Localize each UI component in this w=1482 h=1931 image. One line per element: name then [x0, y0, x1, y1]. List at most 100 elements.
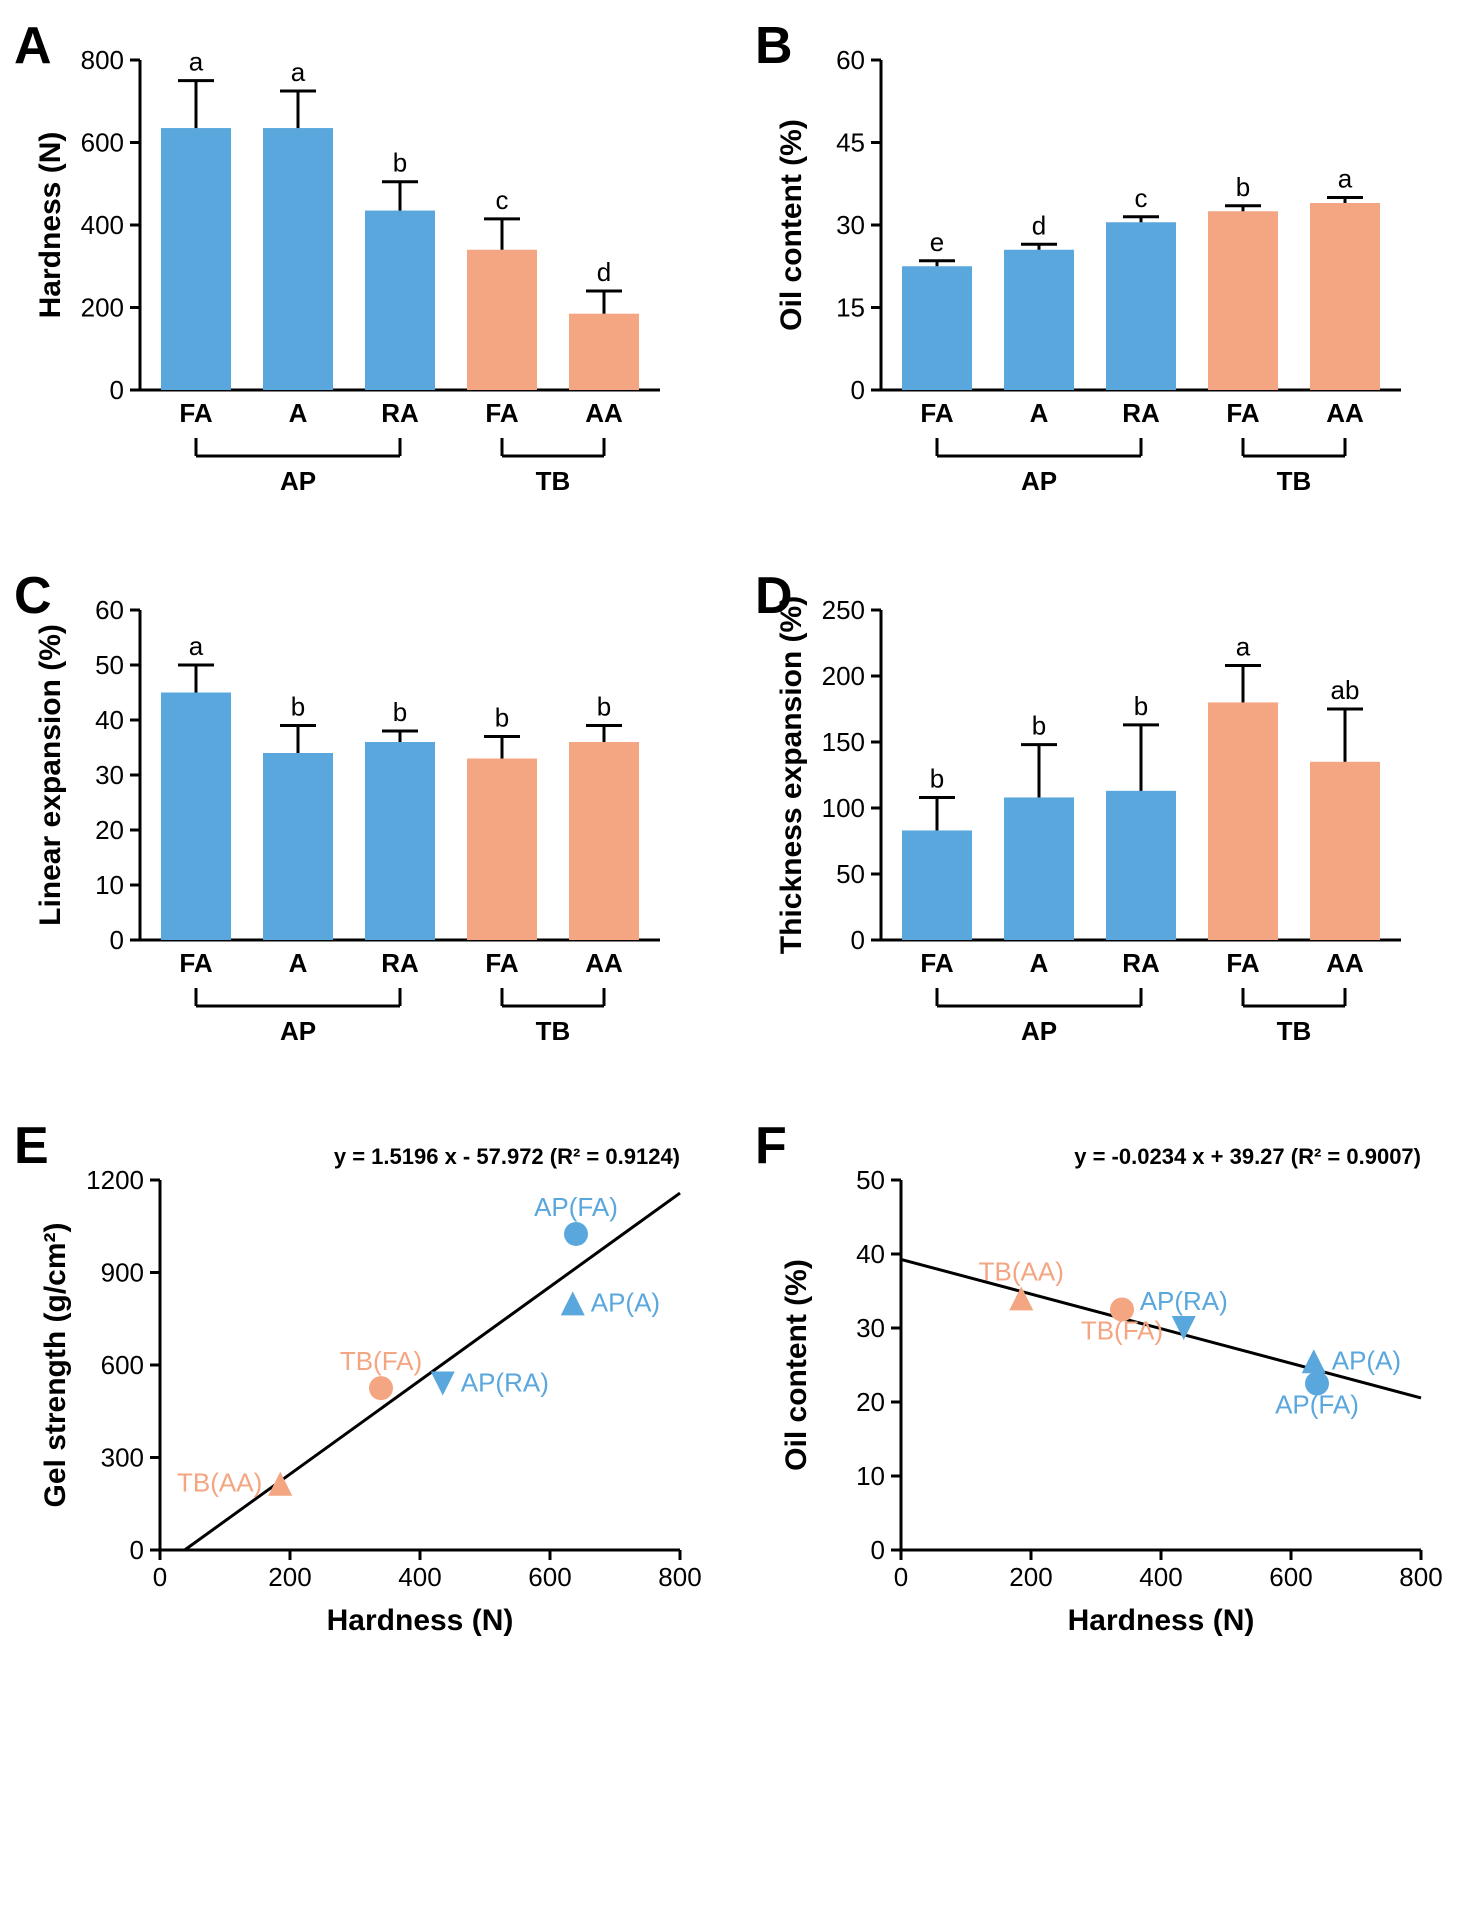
svg-text:600: 600 [101, 1350, 144, 1380]
bar [1004, 797, 1074, 940]
panel-letter: D [755, 566, 793, 626]
svg-text:AP: AP [280, 1016, 316, 1046]
svg-text:Oil content (%): Oil content (%) [775, 119, 808, 331]
bar-chart: 050100150200250Thickness expansion (%)bF… [761, 580, 1461, 1100]
svg-text:FA: FA [920, 948, 953, 978]
svg-text:0: 0 [110, 925, 124, 955]
svg-text:b: b [495, 703, 509, 733]
panel-A: A0200400600800Hardness (N)aFAaAbRAcFAdAA… [20, 30, 721, 550]
scatter-chart: 030060090012000200400600800Gel strength … [20, 1130, 720, 1690]
svg-text:600: 600 [81, 128, 124, 158]
bar [161, 693, 231, 941]
svg-text:AA: AA [1326, 398, 1364, 428]
svg-text:b: b [1032, 711, 1046, 741]
bar [569, 314, 639, 390]
svg-text:c: c [496, 185, 509, 215]
svg-text:b: b [1134, 691, 1148, 721]
svg-text:d: d [597, 257, 611, 287]
svg-text:A: A [289, 948, 308, 978]
svg-text:RA: RA [1122, 398, 1160, 428]
bar [1310, 762, 1380, 940]
point-label: AP(FA) [1275, 1390, 1359, 1420]
bar [467, 759, 537, 941]
svg-text:10: 10 [95, 870, 124, 900]
point-label: TB(FA) [340, 1346, 422, 1376]
svg-text:A: A [1030, 398, 1049, 428]
bar-chart: 015304560Oil content (%)eFAdAcRAbFAaAAAP… [761, 30, 1461, 550]
svg-text:y = -0.0234 x + 39.27 (R² = 0.: y = -0.0234 x + 39.27 (R² = 0.9007) [1074, 1144, 1421, 1169]
svg-text:A: A [289, 398, 308, 428]
svg-text:0: 0 [153, 1562, 167, 1592]
svg-text:250: 250 [822, 595, 865, 625]
svg-text:0: 0 [851, 925, 865, 955]
svg-text:800: 800 [1399, 1562, 1442, 1592]
svg-text:50: 50 [836, 859, 865, 889]
svg-text:b: b [930, 763, 944, 793]
svg-text:AP: AP [1021, 466, 1057, 496]
svg-text:FA: FA [179, 948, 212, 978]
svg-text:0: 0 [871, 1535, 885, 1565]
svg-text:TB: TB [1277, 1016, 1312, 1046]
svg-text:FA: FA [1226, 948, 1259, 978]
svg-text:800: 800 [658, 1562, 701, 1592]
panel-E: E030060090012000200400600800Gel strength… [20, 1130, 721, 1690]
bar [1208, 211, 1278, 390]
svg-text:20: 20 [95, 815, 124, 845]
svg-text:100: 100 [822, 793, 865, 823]
bar-chart: 0200400600800Hardness (N)aFAaAbRAcFAdAAA… [20, 30, 720, 550]
svg-text:Hardness (N): Hardness (N) [327, 1604, 514, 1637]
svg-text:60: 60 [95, 595, 124, 625]
svg-text:b: b [597, 692, 611, 722]
svg-text:30: 30 [95, 760, 124, 790]
scatter-chart: 010203040500200400600800Oil content (%)H… [761, 1130, 1461, 1690]
panel-letter: B [755, 16, 793, 76]
svg-text:60: 60 [836, 45, 865, 75]
svg-text:e: e [930, 227, 944, 257]
svg-text:1200: 1200 [86, 1165, 144, 1195]
svg-text:Hardness (N): Hardness (N) [1068, 1604, 1255, 1637]
panel-D: D050100150200250Thickness expansion (%)b… [761, 580, 1462, 1100]
svg-text:Thickness expansion (%): Thickness expansion (%) [775, 596, 808, 954]
point-label: TB(FA) [1081, 1316, 1163, 1346]
svg-text:AP: AP [1021, 1016, 1057, 1046]
panel-letter: C [14, 566, 52, 626]
svg-text:FA: FA [179, 398, 212, 428]
bar [467, 250, 537, 390]
bar [902, 830, 972, 940]
point-label: TB(AA) [979, 1256, 1064, 1286]
svg-text:TB: TB [1277, 466, 1312, 496]
point-label: TB(AA) [177, 1468, 262, 1498]
svg-text:c: c [1135, 183, 1148, 213]
svg-text:30: 30 [856, 1313, 885, 1343]
bar [569, 742, 639, 940]
bar [263, 128, 333, 390]
point-label: AP(RA) [461, 1368, 549, 1398]
svg-text:200: 200 [1009, 1562, 1052, 1592]
svg-text:30: 30 [836, 210, 865, 240]
svg-text:400: 400 [398, 1562, 441, 1592]
panel-letter: E [14, 1116, 49, 1176]
bar [263, 753, 333, 940]
svg-text:400: 400 [81, 210, 124, 240]
svg-text:d: d [1032, 210, 1046, 240]
bar [365, 742, 435, 940]
svg-text:TB: TB [536, 1016, 571, 1046]
panel-B: B015304560Oil content (%)eFAdAcRAbFAaAAA… [761, 30, 1462, 550]
bar-chart: 0102030405060Linear expansion (%)aFAbAbR… [20, 580, 720, 1100]
svg-text:a: a [189, 631, 204, 661]
svg-text:AA: AA [585, 398, 623, 428]
svg-text:40: 40 [856, 1239, 885, 1269]
svg-text:900: 900 [101, 1258, 144, 1288]
point-label: AP(A) [591, 1287, 660, 1317]
svg-text:b: b [393, 148, 407, 178]
svg-text:FA: FA [485, 398, 518, 428]
svg-text:15: 15 [836, 293, 865, 323]
svg-text:y = 1.5196 x - 57.972 (R² = 0.: y = 1.5196 x - 57.972 (R² = 0.9124) [334, 1144, 680, 1169]
svg-text:RA: RA [1122, 948, 1160, 978]
svg-text:200: 200 [822, 661, 865, 691]
svg-text:0: 0 [894, 1562, 908, 1592]
svg-text:AP: AP [280, 466, 316, 496]
svg-text:TB: TB [536, 466, 571, 496]
svg-text:400: 400 [1139, 1562, 1182, 1592]
svg-text:RA: RA [381, 398, 419, 428]
